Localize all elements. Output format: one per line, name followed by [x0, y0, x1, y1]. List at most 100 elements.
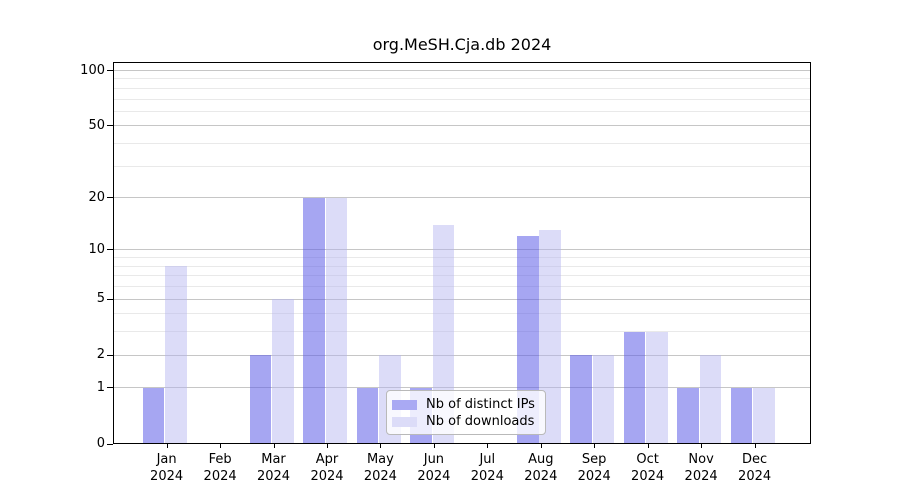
legend-item-distinct-ips: Nb of distinct IPs [392, 397, 539, 412]
gridline-minor [113, 313, 811, 315]
x-tick-mark [220, 443, 222, 448]
y-tick-mark [107, 298, 113, 300]
x-tick-label-year: 2024 [470, 469, 504, 484]
gridline-major [113, 70, 811, 71]
x-tick-label: Dec 2024 [725, 451, 785, 486]
plot-border-top [113, 62, 811, 63]
legend-swatch-downloads-icon [392, 416, 417, 427]
x-tick-mark [487, 443, 489, 448]
y-tick-label: 10 [88, 241, 105, 257]
x-tick-mark [327, 443, 328, 448]
gridline-minor [113, 98, 811, 100]
x-tick-label-year: 2024 [417, 469, 451, 484]
legend-swatch-distinct-ips-icon [392, 399, 417, 410]
bar-distinct-ips [570, 355, 592, 444]
gridline-major [113, 387, 811, 389]
x-tick-label-year: 2024 [310, 469, 344, 484]
gridline-major [113, 354, 811, 356]
plot-border-bottom [113, 442, 811, 444]
x-tick-mark [701, 443, 703, 448]
legend-item-downloads: Nb of downloads [392, 414, 539, 429]
y-tick-mark [107, 197, 113, 199]
bar-downloads [592, 355, 615, 444]
x-tick-mark [594, 443, 596, 448]
x-tick-label: Apr 2024 [297, 451, 357, 486]
bar-distinct-ips [303, 197, 325, 444]
x-tick-mark [166, 443, 168, 448]
gridline-minor [113, 275, 811, 277]
x-tick-label-year: 2024 [631, 469, 665, 484]
plot-border-left [113, 62, 114, 444]
x-tick-label: Oct 2024 [618, 451, 678, 486]
bar-downloads [325, 197, 348, 444]
legend: Nb of distinct IPs Nb of downloads [386, 390, 546, 435]
plot-area [113, 62, 811, 444]
y-tick-label: 0 [96, 436, 105, 451]
plot-border-right [810, 62, 811, 444]
bar-distinct-ips [249, 355, 272, 444]
x-tick-label: Feb 2024 [190, 451, 250, 486]
x-tick-label-year: 2024 [738, 469, 772, 484]
chart-title: org.MeSH.Cja.db 2024 [372, 35, 552, 54]
gridline-minor [113, 87, 811, 89]
bar-downloads [646, 331, 668, 444]
bar-downloads [432, 224, 455, 444]
gridline-minor [113, 78, 811, 80]
bar-downloads [699, 355, 722, 444]
y-tick-label: 1 [96, 379, 105, 395]
gridline-minor [113, 265, 811, 267]
bar-downloads [272, 299, 294, 444]
y-tick-mark [107, 443, 113, 445]
x-tick-label-year: 2024 [363, 469, 397, 484]
x-tick-label: Nov 2024 [671, 451, 731, 486]
gridline-major [113, 249, 811, 251]
gridline-minor [113, 257, 811, 259]
x-tick-mark [540, 443, 542, 448]
gridline-minor [113, 165, 811, 167]
x-tick-label-year: 2024 [684, 469, 718, 484]
gridline-major [113, 125, 811, 127]
y-tick-label: 100 [80, 62, 105, 78]
bar-distinct-ips [356, 387, 379, 444]
bar-distinct-ips [730, 387, 753, 444]
x-tick-label: May 2024 [350, 451, 410, 486]
legend-label-distinct-ips: Nb of distinct IPs [426, 397, 535, 412]
gridline-minor [113, 110, 811, 112]
x-tick-label: Jun 2024 [404, 451, 464, 486]
y-tick-label: 50 [88, 117, 105, 133]
y-tick-mark [107, 387, 113, 389]
x-tick-label: Jan 2024 [137, 451, 197, 486]
gridline-minor [113, 286, 811, 287]
x-tick-label-year: 2024 [524, 469, 558, 484]
x-tick-label: Mar 2024 [244, 451, 304, 486]
x-tick-mark [273, 443, 275, 448]
bar-distinct-ips [677, 387, 699, 444]
bar-distinct-ips [623, 331, 646, 444]
y-tick-mark [107, 354, 113, 356]
legend-label-downloads: Nb of downloads [426, 414, 535, 429]
y-tick-label: 20 [88, 189, 105, 205]
gridline-major [113, 197, 811, 199]
x-tick-mark [647, 443, 649, 448]
gridline-major [113, 298, 811, 300]
y-tick-mark [107, 125, 113, 127]
gridline-minor [113, 331, 811, 333]
x-tick-label-year: 2024 [203, 469, 237, 484]
bar-downloads [753, 387, 775, 444]
gridline-minor [113, 143, 811, 144]
y-tick-label: 5 [96, 291, 105, 306]
x-tick-label-year: 2024 [256, 469, 291, 484]
bar-downloads [165, 266, 187, 444]
y-tick-mark [107, 249, 113, 251]
x-tick-label-year: 2024 [577, 469, 611, 484]
x-tick-mark [380, 443, 382, 448]
x-tick-label: Jul 2024 [457, 451, 517, 486]
x-tick-label-year: 2024 [150, 469, 184, 484]
x-tick-label: Sep 2024 [564, 451, 624, 486]
y-tick-mark [107, 70, 113, 71]
y-tick-label: 2 [96, 347, 105, 363]
bar-distinct-ips [142, 387, 165, 444]
x-tick-mark [754, 443, 756, 448]
x-tick-label: Aug 2024 [511, 451, 571, 486]
